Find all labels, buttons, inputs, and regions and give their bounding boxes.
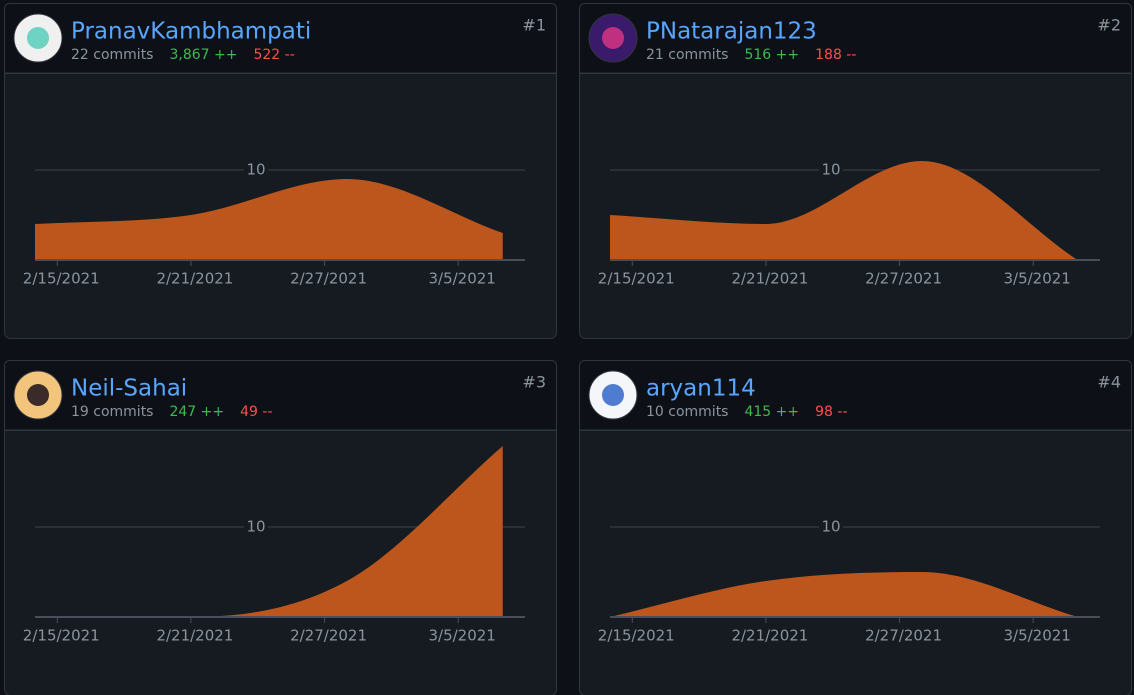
x-tick-label: 2/21/2021 — [731, 627, 808, 645]
x-tick-label: 2/21/2021 — [156, 627, 233, 645]
chart: 10 2/15/2021 2/21/2021 2/27/2021 3/5/2021 — [598, 161, 1100, 288]
avatar-detail — [27, 384, 49, 406]
stat-commits[interactable]: 22 commits — [71, 47, 153, 63]
contribution-area — [35, 446, 503, 617]
avatar-detail — [27, 27, 49, 49]
x-tick-label: 2/21/2021 — [731, 270, 808, 288]
stat-commits[interactable]: 19 commits — [71, 404, 153, 420]
chart: 10 2/15/2021 2/21/2021 2/27/2021 3/5/2021 — [598, 518, 1100, 645]
chart: 10 2/15/2021 2/21/2021 2/27/2021 3/5/2021 — [23, 446, 525, 645]
tick-label-bg — [819, 161, 843, 179]
stat-additions: 247 ++ — [169, 404, 224, 420]
contribution-area — [35, 179, 503, 260]
stat-additions: 415 ++ — [744, 404, 799, 420]
contributor-card: PNatarajan123 21 commits 516 ++ 188 -- #2 10 2… — [579, 3, 1132, 339]
contributor-stats: 19 commits 247 ++ 49 -- — [71, 404, 273, 420]
stat-additions: 3,867 ++ — [169, 47, 237, 63]
x-tick-label: 3/5/2021 — [1003, 627, 1070, 645]
stat-additions: 516 ++ — [744, 47, 799, 63]
x-tick-label: 2/15/2021 — [23, 627, 100, 645]
contributor-name[interactable]: aryan114 — [646, 376, 756, 402]
card-header — [579, 3, 1132, 74]
tick-label-bg — [244, 518, 268, 536]
y-tick-label: 10 — [246, 518, 265, 536]
stat-deletions: 98 -- — [815, 404, 847, 420]
contributor-stats: 10 commits 415 ++ 98 -- — [646, 404, 848, 420]
stat-deletions: 188 -- — [815, 47, 856, 63]
contribution-area — [610, 572, 1078, 617]
y-tick-label: 10 — [821, 161, 840, 179]
stat-deletions: 522 -- — [253, 47, 294, 63]
stat-commits[interactable]: 21 commits — [646, 47, 728, 63]
x-tick-label: 2/15/2021 — [23, 270, 100, 288]
contributor-stats: 22 commits 3,867 ++ 522 -- — [71, 47, 295, 63]
x-tick-label: 2/27/2021 — [290, 270, 367, 288]
y-tick-label: 10 — [246, 161, 265, 179]
x-tick-label: 2/15/2021 — [598, 627, 675, 645]
contributor-name[interactable]: PranavKambhampati — [71, 19, 311, 45]
card-header — [579, 360, 1132, 431]
x-tick-label: 2/15/2021 — [598, 270, 675, 288]
x-tick-label: 3/5/2021 — [428, 627, 495, 645]
x-tick-label: 2/27/2021 — [290, 627, 367, 645]
contributor-name[interactable]: Neil-Sahai — [71, 376, 187, 402]
contributor-rank: #4 — [1097, 373, 1121, 392]
x-tick-label: 2/27/2021 — [865, 270, 942, 288]
avatar-detail — [602, 27, 624, 49]
chart: 10 2/15/2021 2/21/2021 2/27/2021 3/5/2021 — [23, 161, 525, 288]
contributor-card: Neil-Sahai 19 commits 247 ++ 49 -- #3 10 2/15/… — [4, 360, 557, 695]
x-tick-label: 3/5/2021 — [428, 270, 495, 288]
tick-label-bg — [244, 161, 268, 179]
y-tick-label: 10 — [821, 518, 840, 536]
contributor-rank: #3 — [522, 373, 546, 392]
contributor-name[interactable]: PNatarajan123 — [646, 19, 817, 45]
contribution-area — [610, 161, 1078, 260]
contributor-stats: 21 commits 516 ++ 188 -- — [646, 47, 856, 63]
contributor-card: aryan114 10 commits 415 ++ 98 -- #4 10 2/15/20… — [579, 360, 1132, 695]
x-tick-label: 2/21/2021 — [156, 270, 233, 288]
stat-deletions: 49 -- — [240, 404, 272, 420]
stat-commits[interactable]: 10 commits — [646, 404, 728, 420]
x-tick-label: 2/27/2021 — [865, 627, 942, 645]
card-header — [4, 360, 557, 431]
contributor-card: PranavKambhampati 22 commits 3,867 ++ 522 -… — [4, 3, 557, 339]
tick-label-bg — [819, 518, 843, 536]
avatar-detail — [602, 384, 624, 406]
contributor-rank: #2 — [1097, 16, 1121, 35]
card-header — [4, 3, 557, 74]
x-tick-label: 3/5/2021 — [1003, 270, 1070, 288]
contributor-rank: #1 — [522, 16, 546, 35]
